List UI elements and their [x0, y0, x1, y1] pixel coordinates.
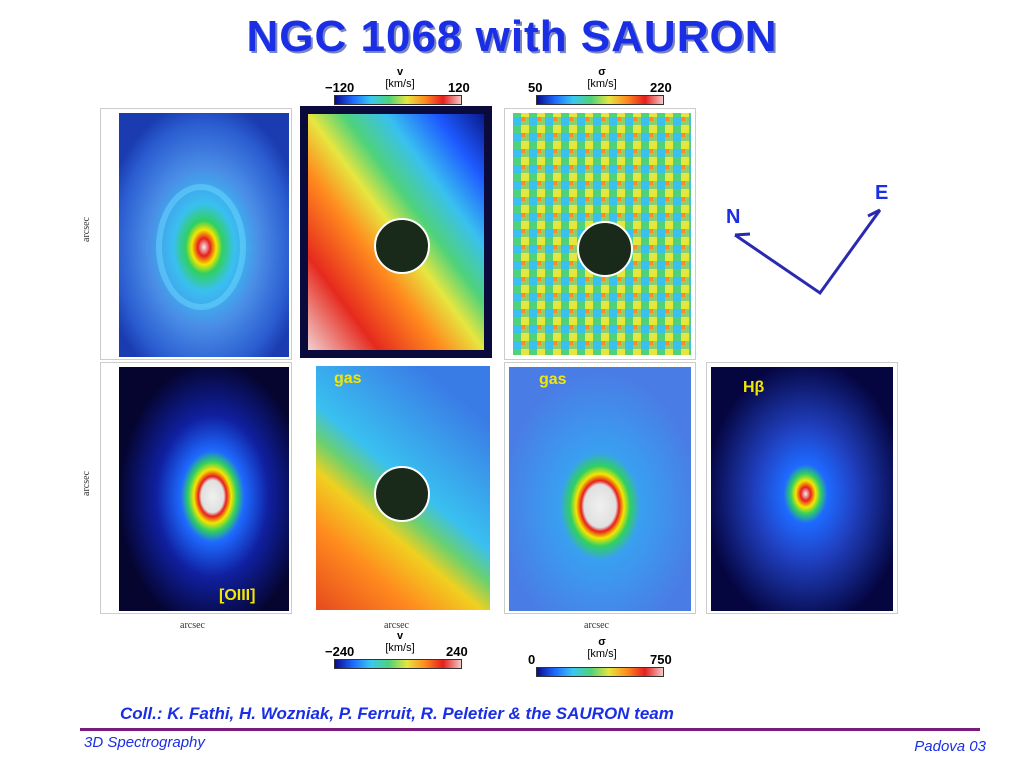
colorbar-gradient: [536, 95, 664, 105]
colorbar-dispersion-gas: 0 σ [km/s] 750: [522, 636, 682, 677]
axis-label-bottom-2: arcsec: [384, 620, 409, 631]
footer-right: Padova 03: [914, 738, 986, 755]
colorbar-max: 120: [448, 80, 470, 95]
panel-stellar-intensity: [100, 108, 292, 360]
colorbar-max: 220: [650, 80, 672, 95]
colorbar-min: 0: [528, 652, 536, 667]
axis-label-bottom-1: arcsec: [180, 620, 205, 631]
colorbar-max: 750: [650, 652, 672, 667]
axis-label-left-top: arcsec: [80, 217, 92, 242]
colorbar-velocity-gas: −240 v [km/s] 240: [320, 628, 480, 669]
panel-gas-dispersion: gas: [504, 362, 696, 614]
colorbar-velocity-stars: −120 v [km/s] 120: [320, 66, 480, 106]
label-gas-dispersion: gas: [539, 371, 567, 388]
panel-gas-velocity: gas: [300, 362, 492, 612]
colorbar-unit: [km/s]: [587, 648, 617, 660]
colorbar-symbol-unit: σ [km/s]: [577, 66, 627, 90]
panel-stellar-velocity: [300, 106, 492, 358]
label-gas-velocity: gas: [334, 370, 362, 387]
credit-line: Coll.: K. Fathi, H. Wozniak, P. Ferruit,…: [120, 704, 674, 723]
colorbar-symbol-unit: v [km/s]: [375, 630, 425, 654]
axis-label-left-bottom: arcsec: [80, 471, 92, 496]
colorbar-symbol: σ: [598, 636, 606, 648]
compass-east-label: E: [875, 182, 889, 204]
panel-stellar-dispersion: [504, 108, 696, 360]
colorbar-dispersion-stars: 50 σ [km/s] 220: [522, 66, 682, 106]
slide-title: NGC 1068 with SAURON: [246, 12, 778, 61]
colorbar-symbol: v: [396, 66, 404, 78]
panel-oiii-intensity: [OIII]: [100, 362, 292, 614]
colorbar-unit: [km/s]: [587, 78, 617, 90]
panel-hbeta-intensity: Hβ: [706, 362, 898, 614]
label-hbeta: Hβ: [743, 379, 765, 396]
colorbar-symbol-unit: v [km/s]: [375, 66, 425, 90]
colorbar-min: −120: [325, 80, 355, 95]
colorbar-unit: [km/s]: [385, 642, 415, 654]
colorbar-symbol: σ: [598, 66, 606, 78]
label-oiii: [OIII]: [219, 587, 256, 604]
colorbar-symbol-unit: σ [km/s]: [577, 636, 627, 660]
axis-label-bottom-3: arcsec: [584, 620, 609, 631]
colorbar-min: 50: [528, 80, 543, 95]
colorbar-min: −240: [325, 644, 355, 659]
colorbar-gradient: [334, 95, 462, 105]
colorbar-unit: [km/s]: [385, 78, 415, 90]
compass-north-label: N: [726, 206, 741, 228]
colorbar-max: 240: [446, 644, 468, 659]
footer-rule: [80, 728, 980, 731]
colorbar-gradient: [536, 667, 664, 677]
colorbar-gradient: [334, 659, 462, 669]
compass: N E: [720, 180, 900, 300]
colorbar-symbol: v: [396, 630, 404, 642]
footer-left: 3D Spectrography: [84, 734, 205, 751]
